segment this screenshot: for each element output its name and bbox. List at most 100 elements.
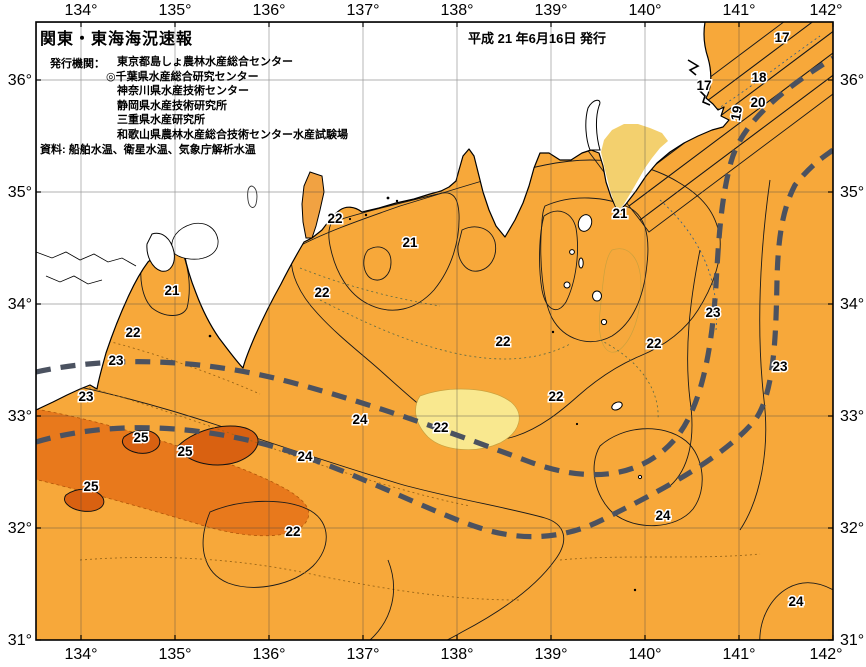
lat-label-right: 35° (840, 184, 864, 201)
isotherm-label-25: 25 (83, 479, 99, 494)
lat-label-left: 32° (8, 520, 32, 537)
page-title: 関東・東海海況速報 (40, 31, 194, 48)
isotherm-label-22: 22 (285, 524, 300, 539)
lake-biwa (247, 185, 258, 208)
lat-label-left: 35° (8, 184, 32, 201)
kuroshio-south-line (36, 147, 833, 540)
blob-25c-b (122, 429, 161, 454)
toshima-island (569, 249, 575, 255)
inland-sea-coast (45, 275, 103, 285)
contour-23c (669, 249, 701, 487)
izu-oshima-island (577, 214, 593, 232)
lat-label-left: 31° (8, 632, 32, 649)
publisher-item: ◎千葉県水産総合研究センター (106, 70, 259, 83)
contour-dotted (559, 553, 761, 561)
lon-label-bottom: 134° (64, 646, 97, 663)
band-24c-southwest (36, 377, 565, 640)
publisher-item: 東京都島しょ農林水産総合センター (117, 56, 293, 68)
blob-24c-east (593, 428, 703, 527)
issue-date: 平成 21 年6月16日 発行 (468, 31, 606, 46)
data-source-note: 資料: 船舶水温、衛星水温、気象庁解析水温 (40, 144, 256, 156)
patch-20c-suruga (457, 226, 497, 272)
kozushima-island (563, 281, 571, 289)
lon-label-bottom: 137° (346, 646, 379, 663)
isotherm-label-24: 24 (655, 508, 671, 523)
lat-label-right: 34° (840, 296, 864, 313)
land-honshu-shikoku (36, 22, 730, 411)
lon-label-bottom: 142° (809, 646, 842, 663)
publisher-item: 神奈川県水産技術センター (117, 85, 249, 97)
isotherm-label-25: 25 (133, 430, 149, 445)
axis-ticks (36, 22, 834, 641)
contour-dotted (599, 339, 659, 421)
lon-label-bottom: 135° (158, 646, 191, 663)
awaji-island (146, 232, 175, 272)
patch-20c-sagami (539, 210, 578, 311)
isotherm-label-17: 17 (696, 78, 711, 93)
isotherm-label-17: 17 (774, 30, 789, 45)
contour-dotted (79, 556, 521, 601)
ise-bay-fill (301, 171, 325, 239)
lon-label-top: 136° (252, 2, 285, 19)
patch-20c-omaezaki (363, 246, 392, 281)
lat-label-left: 33° (8, 408, 32, 425)
isotherm-label-22: 22 (495, 334, 510, 349)
isotherm-label-20: 20 (750, 95, 765, 110)
patch-22c-south (202, 500, 327, 588)
isotherm-label-21: 21 (612, 206, 628, 221)
isotherm-label-23: 23 (705, 305, 721, 320)
isotherm-label-24: 24 (297, 449, 313, 464)
isotherm-label-23: 23 (108, 353, 124, 368)
land-group (36, 22, 730, 411)
contour-23c (369, 559, 395, 640)
lon-label-top: 134° (64, 2, 97, 19)
lon-label-top: 135° (158, 2, 191, 19)
lon-label-bottom: 138° (440, 646, 473, 663)
islands-group (563, 214, 643, 480)
isotherm-label-22: 22 (433, 420, 448, 435)
contour-dotted (319, 299, 571, 360)
patch-21c-izu-islands (540, 197, 649, 343)
band-24-5c (36, 408, 310, 537)
map-frame (35, 21, 834, 641)
niijima-island (578, 257, 584, 269)
isotherm-label-25: 25 (177, 444, 193, 459)
isotherm-label-21: 21 (402, 235, 418, 250)
miyakejima-island (592, 290, 602, 302)
kuroshio-north-line (36, 55, 833, 478)
isotherm-label-24: 24 (788, 594, 804, 609)
coast-arrow-marks (687, 59, 711, 106)
tokyo-bay-outline (585, 99, 601, 151)
lat-label-right: 33° (840, 408, 864, 425)
coastal-islets (208, 196, 637, 592)
publisher-list: 東京都島しょ農林水産総合センター ◎千葉県水産総合研究センター 神奈川県水産技術セン… (106, 55, 348, 142)
kuroshio-axes (36, 55, 833, 540)
lat-label-left: 34° (8, 296, 32, 313)
publisher-item: 静岡県水産技術研究所 (117, 99, 227, 112)
lat-label-right: 32° (840, 520, 864, 537)
isotherm-label-22: 22 (327, 211, 342, 226)
lat-label-right: 36° (840, 72, 864, 89)
isotherm-label-19: 19 (728, 105, 745, 122)
lon-label-top: 142° (809, 2, 842, 19)
contour-dotted (299, 267, 441, 307)
publisher-item: 三重県水産研究所 (117, 114, 205, 126)
lon-label-bottom: 139° (534, 646, 567, 663)
contour-23c (739, 179, 771, 531)
isotherm-label-21: 21 (164, 283, 180, 298)
aogashima-island (637, 474, 643, 480)
patch-21c-enshu (328, 192, 460, 311)
isotherm-label-24: 24 (352, 412, 368, 427)
lon-label-bottom: 140° (628, 646, 661, 663)
lon-label-top: 138° (440, 2, 473, 19)
degree-labels: 134° 134° 135° 135° 136° 136° 137° 137° 138° 138°… (8, 2, 864, 663)
lon-label-top: 140° (628, 2, 661, 19)
publisher-item: 和歌山県農林水産総合技術センター水産試験場 (117, 128, 348, 141)
lon-label-top: 139° (534, 2, 567, 19)
isotherm-label-23: 23 (78, 389, 94, 404)
isotherm-label-22: 22 (548, 389, 563, 404)
inland-sea-coast (36, 251, 137, 267)
hachijojima-island (611, 401, 623, 411)
